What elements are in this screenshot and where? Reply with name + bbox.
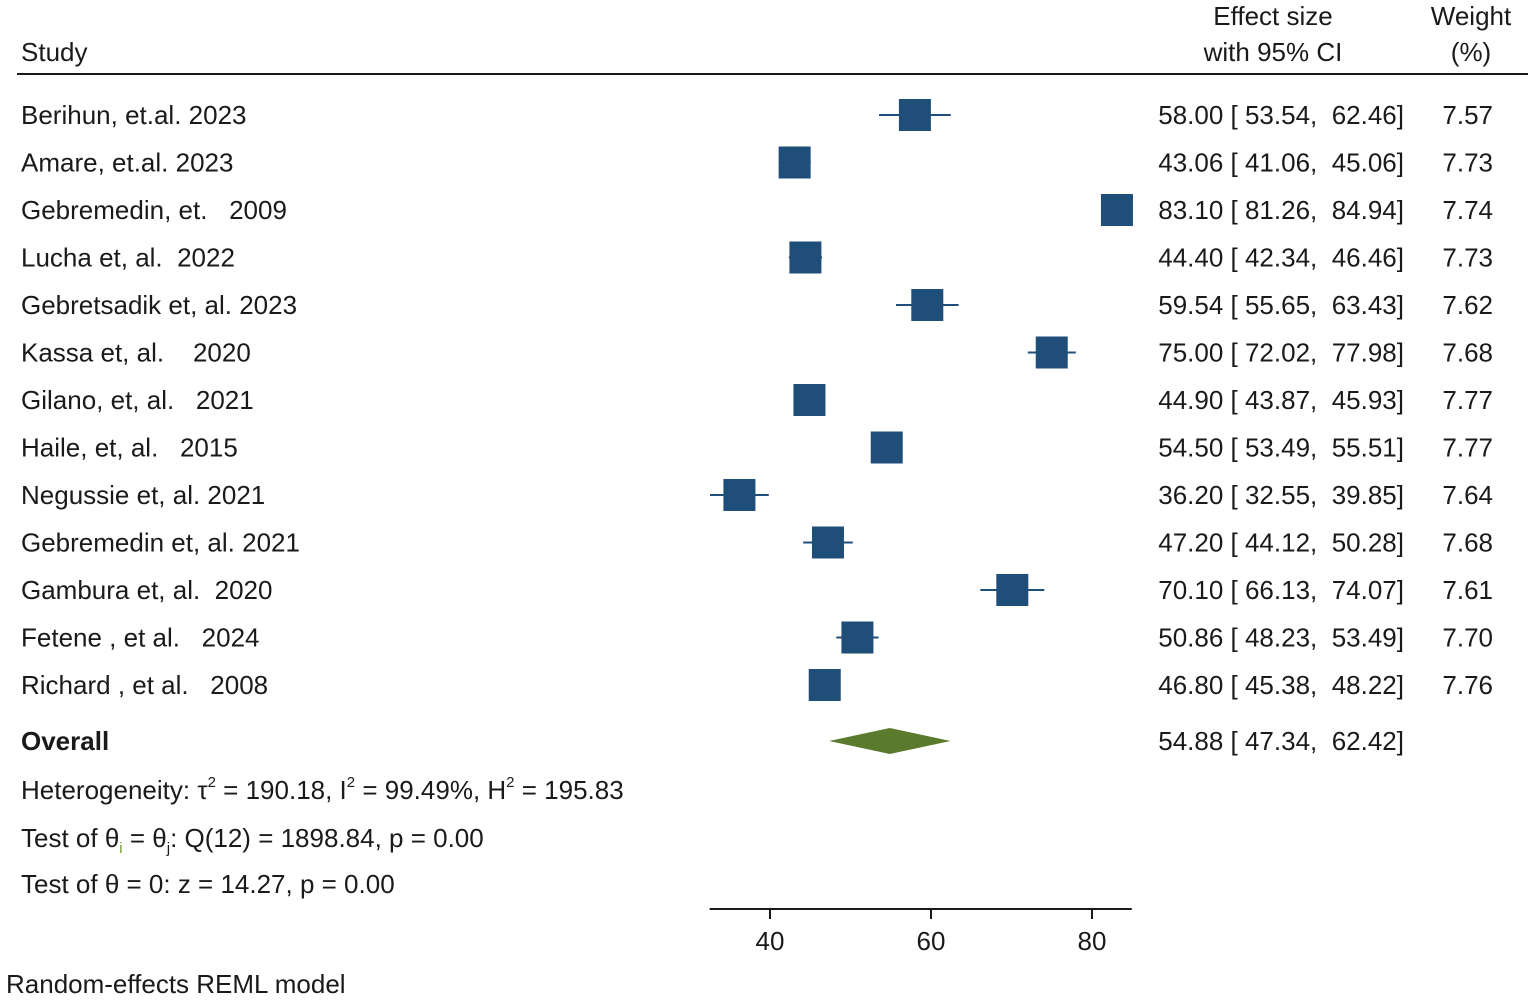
header-study: Study — [21, 37, 88, 67]
study-weight: 7.68 — [1442, 528, 1493, 558]
study-row: Amare, et.al. 2023 43.06 [ 41.06, 45.06] 7… — [21, 146, 1493, 179]
study-marker — [1035, 336, 1068, 369]
overall-label: Overall — [21, 726, 109, 756]
study-rows: Berihun, et.al. 2023 58.00 [ 53.54, 62.46… — [21, 99, 1493, 701]
study-weight: 7.73 — [1442, 148, 1493, 178]
study-label: Amare, et.al. 2023 — [21, 148, 233, 178]
study-ci-text: 44.40 [ 42.34, 46.46] — [1158, 243, 1404, 273]
study-label: Gebretsadik et, al. 2023 — [21, 290, 297, 320]
study-ci-text: 44.90 [ 43.87, 45.93] — [1158, 385, 1404, 415]
effect-test-text: Test of θ = 0: z = 14.27, p = 0.00 — [21, 869, 395, 899]
overall-ci-text: 54.88 [ 47.34, 62.42] — [1158, 726, 1404, 756]
study-ci-text: 43.06 [ 41.06, 45.06] — [1158, 148, 1404, 178]
study-ci-text: 54.50 [ 53.49, 55.51] — [1158, 433, 1404, 463]
study-weight: 7.68 — [1442, 338, 1493, 368]
study-marker — [808, 669, 841, 701]
study-marker — [870, 431, 903, 464]
study-label: Haile, et, al. 2015 — [21, 433, 238, 463]
header-effect-line1: Effect size — [1213, 1, 1332, 31]
study-label: Kassa et, al. 2020 — [21, 338, 251, 368]
study-row: Fetene , et al. 2024 50.86 [ 48.23, 53.49… — [21, 621, 1493, 654]
study-weight: 7.74 — [1442, 195, 1493, 225]
header-effect-line2: with 95% CI — [1203, 37, 1343, 67]
study-marker — [841, 621, 874, 654]
model-note: Random-effects REML model — [6, 969, 346, 999]
study-marker — [723, 479, 756, 511]
study-marker — [1100, 194, 1133, 226]
study-row: Gebretsadik et, al. 2023 59.54 [ 55.65, 6… — [21, 289, 1493, 321]
study-row: Gebremedin, et. 2009 83.10 [ 81.26, 84.94… — [21, 194, 1493, 226]
study-label: Gebremedin, et. 2009 — [21, 195, 287, 225]
study-ci-text: 75.00 [ 72.02, 77.98] — [1158, 338, 1404, 368]
study-row: Berihun, et.al. 2023 58.00 [ 53.54, 62.46… — [21, 99, 1493, 131]
study-weight: 7.76 — [1442, 670, 1493, 700]
study-label: Lucha et, al. 2022 — [21, 243, 235, 273]
study-marker — [911, 289, 944, 321]
study-label: Gambura et, al. 2020 — [21, 575, 272, 605]
study-ci-text: 46.80 [ 45.38, 48.22] — [1158, 670, 1404, 700]
study-marker — [789, 241, 822, 274]
study-row: Gilano, et, al. 2021 44.90 [ 43.87, 45.93… — [21, 384, 1493, 416]
x-tick-label: 80 — [1078, 926, 1107, 956]
heterogeneity-text: Heterogeneity: τ2 = 190.18, I2 = 99.49%,… — [21, 774, 624, 805]
study-row: Gambura et, al. 2020 70.10 [ 66.13, 74.07… — [21, 574, 1493, 606]
study-row: Gebremedin et, al. 2021 47.20 [ 44.12, 50… — [21, 526, 1493, 559]
study-row: Lucha et, al. 2022 44.40 [ 42.34, 46.46] 7… — [21, 241, 1493, 274]
study-row: Haile, et, al. 2015 54.50 [ 53.49, 55.51]… — [21, 431, 1493, 464]
study-ci-text: 59.54 [ 55.65, 63.43] — [1158, 290, 1404, 320]
study-marker — [793, 384, 826, 416]
study-label: Negussie et, al. 2021 — [21, 480, 265, 510]
header-weight-line2: (%) — [1451, 37, 1491, 67]
study-weight: 7.70 — [1442, 623, 1493, 653]
study-weight: 7.64 — [1442, 480, 1493, 510]
study-marker — [898, 99, 931, 131]
study-weight: 7.62 — [1442, 290, 1493, 320]
header-weight-line1: Weight — [1431, 1, 1512, 31]
study-marker — [811, 526, 844, 559]
x-tick-label: 60 — [917, 926, 946, 956]
study-ci-text: 83.10 [ 81.26, 84.94] — [1158, 195, 1404, 225]
overall-diamond — [829, 728, 951, 754]
study-weight: 7.57 — [1442, 100, 1493, 130]
study-marker — [996, 574, 1029, 606]
study-label: Gilano, et, al. 2021 — [21, 385, 254, 415]
study-label: Richard , et al. 2008 — [21, 670, 268, 700]
study-label: Berihun, et.al. 2023 — [21, 100, 247, 130]
study-weight: 7.73 — [1442, 243, 1493, 273]
study-weight: 7.77 — [1442, 433, 1493, 463]
study-ci-text: 70.10 [ 66.13, 74.07] — [1158, 575, 1404, 605]
study-label: Gebremedin et, al. 2021 — [21, 528, 300, 558]
x-tick-label: 40 — [756, 926, 785, 956]
study-ci-text: 47.20 [ 44.12, 50.28] — [1158, 528, 1404, 558]
study-label: Fetene , et al. 2024 — [21, 623, 260, 653]
study-row: Richard , et al. 2008 46.80 [ 45.38, 48.2… — [21, 669, 1493, 701]
study-weight: 7.77 — [1442, 385, 1493, 415]
study-marker — [778, 146, 811, 179]
study-ci-text: 36.20 [ 32.55, 39.85] — [1158, 480, 1404, 510]
x-axis: 40 60 80 — [709, 908, 1132, 956]
study-ci-text: 50.86 [ 48.23, 53.49] — [1158, 623, 1404, 653]
study-row: Negussie et, al. 2021 36.20 [ 32.55, 39.8… — [21, 479, 1493, 511]
study-ci-text: 58.00 [ 53.54, 62.46] — [1158, 100, 1404, 130]
homogeneity-test-text: Test of θi = θj: Q(12) = 1898.84, p = 0.… — [21, 823, 484, 857]
study-weight: 7.61 — [1442, 575, 1493, 605]
study-row: Kassa et, al. 2020 75.00 [ 72.02, 77.98] 7… — [21, 336, 1493, 369]
